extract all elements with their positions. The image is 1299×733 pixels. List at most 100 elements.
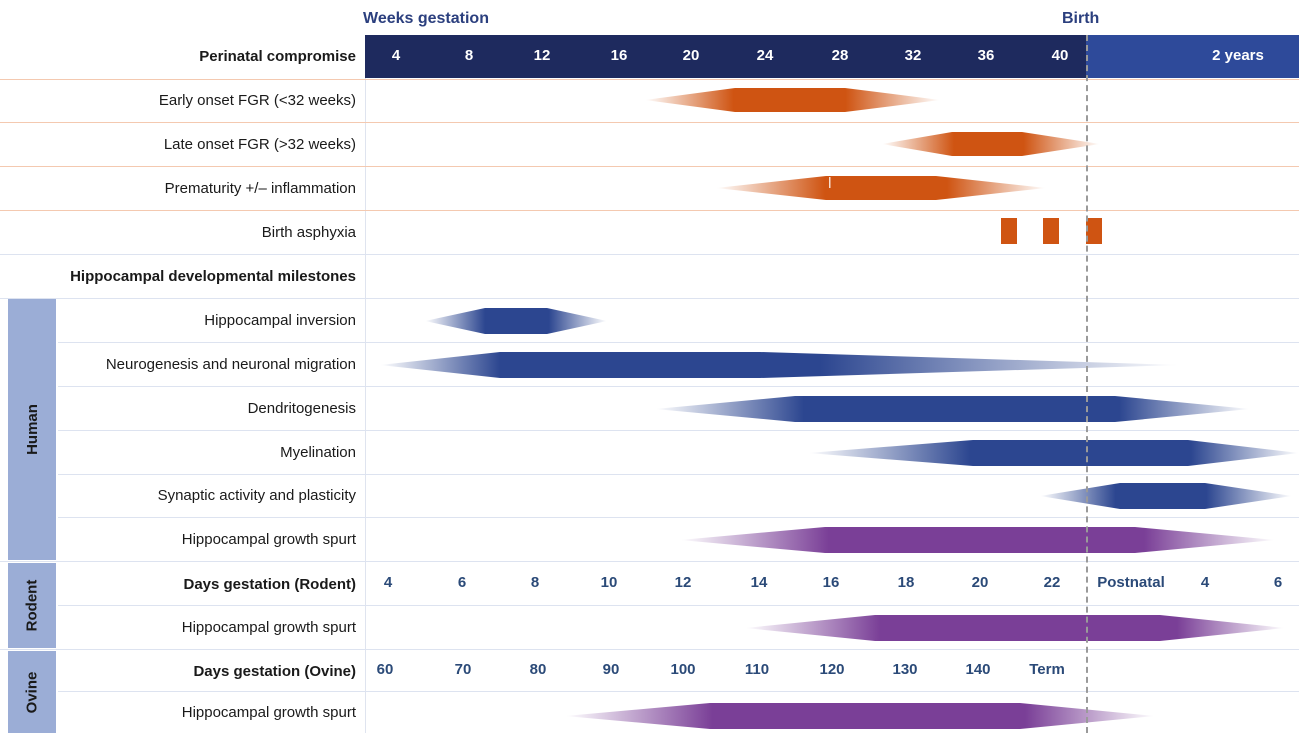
prenatal-band xyxy=(365,35,1086,78)
week-tick: 40 xyxy=(1051,47,1069,64)
milestone-label: Dendritogenesis xyxy=(247,399,356,417)
perinatal-compromise-title: Perinatal compromise xyxy=(199,48,356,65)
ovine-growth-spurt-bar xyxy=(565,702,1155,730)
week-tick: 24 xyxy=(756,47,774,64)
early-onset-fgr-bar xyxy=(645,86,940,114)
rodent-growth-label: Hippocampal growth spurt xyxy=(181,618,356,636)
synaptic-activity-bar xyxy=(1040,482,1292,510)
rodent-days-row: Days gestation (Rodent) xyxy=(0,563,1299,605)
ovine-days-title: Days gestation (Ovine) xyxy=(193,662,356,680)
compromise-row: Late onset FGR (>32 weeks) xyxy=(0,122,1299,166)
prematurity-bar xyxy=(716,174,1046,202)
birth-dashed-line xyxy=(1086,35,1088,733)
axis-divider-line xyxy=(365,35,366,733)
postnatal-tick: 2 years xyxy=(1212,47,1264,64)
ovine-growth-label: Hippocampal growth spurt xyxy=(181,703,356,721)
rodent-tick: 6 xyxy=(457,574,467,591)
row-divider xyxy=(0,561,1299,562)
ovine-tick: Term xyxy=(1029,661,1065,678)
row-divider xyxy=(0,166,1299,167)
rodent-growth-row: Hippocampal growth spurt xyxy=(0,605,1299,649)
birth-asphyxia-marker xyxy=(1001,218,1017,244)
rodent-tick: 16 xyxy=(822,574,840,591)
ovine-tick: 120 xyxy=(819,661,845,678)
week-tick: 36 xyxy=(977,47,995,64)
rodent-tick: 8 xyxy=(530,574,540,591)
week-tick: 28 xyxy=(831,47,849,64)
myelination-bar xyxy=(808,439,1299,467)
rodent-tick: 4 xyxy=(1200,574,1210,591)
birth-asphyxia-marker xyxy=(1043,218,1059,244)
ovine-tick: 80 xyxy=(529,661,547,678)
week-tick: 12 xyxy=(533,47,551,64)
compromise-label: Late onset FGR (>32 weeks) xyxy=(163,135,356,153)
compromise-row: Prematurity +/– inflammation xyxy=(0,166,1299,210)
row-divider xyxy=(58,605,1299,606)
ovine-tick: 110 xyxy=(744,661,770,678)
compromise-label: Birth asphyxia xyxy=(261,223,356,241)
rodent-tick: 4 xyxy=(383,574,393,591)
human-panel: Human xyxy=(8,298,56,560)
week-tick: 8 xyxy=(464,47,474,64)
compromise-label: Prematurity +/– inflammation xyxy=(164,179,356,197)
milestone-row: Hippocampal inversion xyxy=(0,298,1299,342)
milestone-row: Dendritogenesis xyxy=(0,386,1299,430)
milestones-title-row: Hippocampal developmental milestones xyxy=(0,254,1299,298)
birth-asphyxia-marker xyxy=(1086,218,1102,244)
row-divider xyxy=(58,517,1299,518)
milestone-row: Neurogenesis and neuronal migration xyxy=(0,342,1299,386)
row-divider xyxy=(0,79,1299,80)
ovine-tick: 60 xyxy=(376,661,394,678)
rodent-panel: Rodent xyxy=(8,563,56,648)
ovine-panel: Ovine xyxy=(8,651,56,733)
rodent-tick: 12 xyxy=(674,574,692,591)
rodent-days-title: Days gestation (Rodent) xyxy=(183,575,356,593)
row-divider xyxy=(0,254,1299,255)
compromise-row: Early onset FGR (<32 weeks) xyxy=(0,79,1299,122)
row-divider xyxy=(58,342,1299,343)
weeks-timeline-band: 4 8 12 16 20 24 28 32 36 40 2 years xyxy=(365,35,1299,78)
milestone-label: Synaptic activity and plasticity xyxy=(157,487,356,504)
compromise-label: Early onset FGR (<32 weeks) xyxy=(158,92,356,109)
milestone-row: Myelination xyxy=(0,430,1299,474)
rodent-tick: 18 xyxy=(897,574,915,591)
hippocampal-inversion-bar xyxy=(425,307,607,335)
human-growth-spurt-bar xyxy=(680,526,1275,554)
rodent-growth-spurt-bar xyxy=(745,614,1285,642)
row-divider xyxy=(0,649,1299,650)
row-divider xyxy=(58,386,1299,387)
rodent-tick: Postnatal xyxy=(1097,574,1165,591)
row-divider xyxy=(58,474,1299,475)
ovine-growth-row: Hippocampal growth spurt xyxy=(0,691,1299,733)
rodent-tick: 14 xyxy=(750,574,768,591)
row-divider xyxy=(0,298,1299,299)
ovine-tick: 90 xyxy=(602,661,620,678)
rodent-tick: 10 xyxy=(600,574,618,591)
week-tick: 16 xyxy=(610,47,628,64)
dendritogenesis-bar xyxy=(655,395,1250,423)
milestone-row: Hippocampal growth spurt xyxy=(0,517,1299,561)
row-divider xyxy=(0,122,1299,123)
ovine-tick: 130 xyxy=(892,661,918,678)
ovine-days-row: Days gestation (Ovine) xyxy=(0,651,1299,691)
neurogenesis-bar xyxy=(380,351,1180,379)
birth-label: Birth xyxy=(1062,10,1100,27)
weeks-gestation-label: Weeks gestation xyxy=(363,10,489,27)
week-tick: 4 xyxy=(391,47,401,64)
rodent-tick: 22 xyxy=(1043,574,1061,591)
milestones-title: Hippocampal developmental milestones xyxy=(70,267,356,285)
row-divider xyxy=(58,691,1299,692)
timeline-header-row: Perinatal compromise xyxy=(0,35,1299,78)
ovine-tick: 140 xyxy=(965,661,991,678)
milestone-label: Hippocampal inversion xyxy=(204,311,356,329)
row-divider xyxy=(0,210,1299,211)
postnatal-band xyxy=(1086,35,1299,78)
compromise-row: Birth asphyxia xyxy=(0,210,1299,254)
rodent-tick: 6 xyxy=(1273,574,1283,591)
week-tick: 32 xyxy=(904,47,922,64)
rodent-tick: 20 xyxy=(971,574,989,591)
row-divider xyxy=(58,430,1299,431)
milestone-row: Synaptic activity and plasticity xyxy=(0,474,1299,517)
week-tick: 20 xyxy=(682,47,700,64)
milestone-label: Hippocampal growth spurt xyxy=(181,530,356,548)
